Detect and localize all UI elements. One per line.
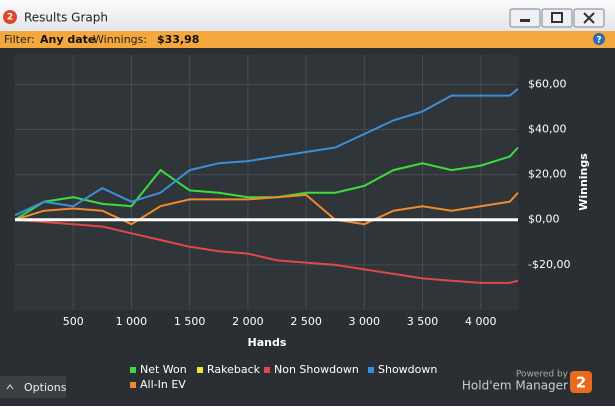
legend-swatch: [368, 367, 374, 373]
legend-swatch: [130, 367, 136, 373]
filter-winnings: $33,98: [157, 33, 199, 46]
x-tick-label: 3 500: [407, 315, 439, 328]
x-tick-label: 500: [63, 315, 84, 328]
series-line: [14, 218, 519, 284]
series-line: [14, 88, 519, 217]
y-tick-label: $20,00: [528, 168, 567, 181]
legend-label: Rakeback: [207, 363, 261, 376]
plot: 500 1 000 1 500 2 000 2 500 3 000 3 500 4 000 -$…: [14, 55, 570, 328]
minimize-icon: [520, 19, 530, 22]
series-line: [14, 192, 519, 226]
app-icon: [3, 10, 17, 24]
legend: Net Won Rakeback Non Showdown Showdown All-I…: [130, 363, 437, 391]
app-icon-text: 2: [7, 13, 13, 23]
filter-label: Filter:: [4, 33, 35, 46]
x-tick-label: 3 000: [349, 315, 381, 328]
x-tick-label: 1 000: [116, 315, 148, 328]
x-tick-label: 2 500: [290, 315, 322, 328]
y-tick-label: $60,00: [528, 77, 567, 90]
filter-date: Any date: [40, 33, 95, 46]
options-icon: [6, 384, 14, 390]
y-tick-label: -$20,00: [528, 258, 570, 271]
y-axis-label: Winnings: [577, 153, 590, 211]
filter-winnings-label: Winnings:: [93, 33, 147, 46]
maximize-button[interactable]: [541, 8, 573, 28]
help-button[interactable]: [593, 33, 605, 45]
x-axis-label: Hands: [248, 336, 287, 349]
help-icon: ?: [596, 36, 601, 46]
options-label: Options: [24, 381, 67, 394]
powered-by: Powered by: [516, 370, 569, 380]
minimize-button[interactable]: [509, 8, 541, 28]
maximize-icon: [551, 12, 563, 23]
x-tick-label: 1 500: [174, 315, 206, 328]
legend-label: Showdown: [378, 363, 437, 376]
options-button[interactable]: [0, 376, 66, 398]
y-tick-label: $0,00: [528, 213, 560, 226]
legend-swatch: [130, 382, 136, 388]
legend-label: Non Showdown: [274, 363, 359, 376]
legend-swatch: [197, 367, 203, 373]
legend-label: Net Won: [140, 363, 187, 376]
brand-logo: [570, 371, 592, 393]
legend-swatch: [264, 367, 270, 373]
x-tick-label: 2 000: [232, 315, 264, 328]
plot-area: [15, 55, 518, 310]
window-buttons: [509, 8, 605, 28]
x-tick-label: 4 000: [465, 315, 497, 328]
window-title: Results Graph: [24, 11, 108, 25]
close-icon: [583, 12, 595, 24]
brand-logo-text: 2: [576, 374, 586, 392]
filter-bar: [0, 31, 615, 48]
brand-name: Hold'em Manager: [462, 379, 568, 393]
y-tick-label: $40,00: [528, 122, 567, 135]
legend-label: All-In EV: [140, 378, 186, 391]
